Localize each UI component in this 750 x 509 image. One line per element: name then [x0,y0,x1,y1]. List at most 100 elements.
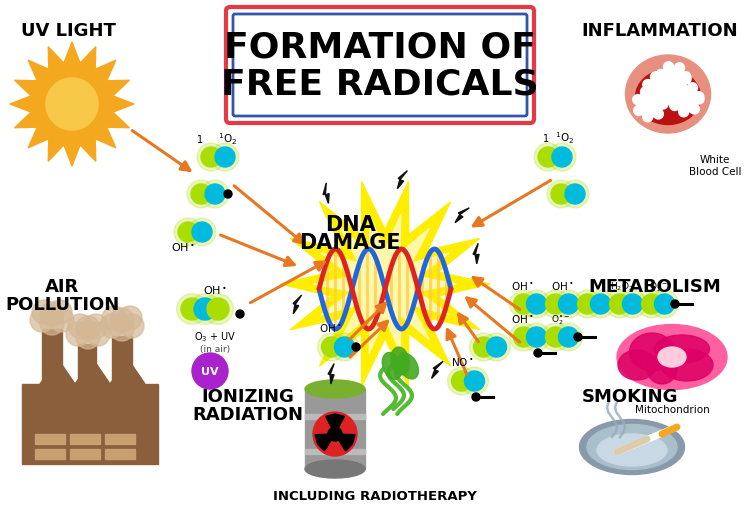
Polygon shape [107,81,129,96]
Text: UV: UV [201,366,219,376]
Circle shape [76,317,100,341]
Circle shape [197,144,225,172]
Circle shape [334,337,355,357]
Polygon shape [40,359,75,384]
Polygon shape [15,81,37,96]
Circle shape [619,291,646,318]
Circle shape [191,185,211,205]
Circle shape [176,294,208,325]
Circle shape [548,144,576,172]
Circle shape [637,92,663,118]
Ellipse shape [635,70,700,125]
Text: POLLUTION: POLLUTION [5,295,119,314]
Circle shape [526,294,547,315]
Circle shape [194,298,216,320]
Text: OH$^\bullet$: OH$^\bullet$ [203,284,227,296]
Text: O$_3$ + UV: O$_3$ + UV [194,329,236,343]
Ellipse shape [305,460,365,478]
Circle shape [40,302,64,326]
Circle shape [643,112,652,123]
Circle shape [470,333,497,361]
Circle shape [605,291,634,318]
Circle shape [653,110,663,120]
Circle shape [545,327,566,347]
Circle shape [487,337,506,357]
Circle shape [86,322,110,346]
Circle shape [534,144,562,172]
Polygon shape [95,61,116,81]
Circle shape [538,148,558,167]
Bar [22,384,158,464]
Circle shape [694,95,704,105]
Circle shape [460,367,488,395]
Circle shape [552,148,572,167]
Polygon shape [48,140,64,162]
Circle shape [32,300,56,324]
Text: DNA: DNA [325,215,376,235]
Circle shape [215,148,235,167]
Circle shape [118,306,142,330]
Bar [305,389,365,469]
Circle shape [638,291,665,318]
Circle shape [523,291,550,318]
Polygon shape [398,172,407,189]
Ellipse shape [617,325,727,390]
Circle shape [205,185,225,205]
Circle shape [102,306,126,330]
Text: Mitochondrion: Mitochondrion [634,404,710,414]
Circle shape [66,322,90,346]
Text: RADIATION: RADIATION [193,405,304,423]
Circle shape [640,88,650,98]
Ellipse shape [398,353,418,379]
Circle shape [181,298,203,320]
Circle shape [464,371,484,391]
Circle shape [187,181,215,209]
Circle shape [650,291,679,318]
Circle shape [673,87,699,113]
Polygon shape [15,113,37,128]
Circle shape [192,353,228,389]
Polygon shape [113,97,134,113]
Polygon shape [75,359,110,384]
Text: DAMAGE: DAMAGE [299,233,400,252]
Bar [70,449,100,459]
Text: SMOKING: SMOKING [582,387,678,405]
Text: METABOLISM: METABOLISM [589,277,722,295]
Ellipse shape [626,56,710,134]
Polygon shape [326,414,344,434]
Circle shape [174,218,202,246]
Circle shape [448,367,476,395]
Circle shape [622,294,643,315]
Ellipse shape [597,434,667,466]
Circle shape [201,181,229,209]
Ellipse shape [305,380,365,398]
Ellipse shape [658,347,686,367]
Circle shape [676,82,686,93]
Circle shape [652,89,662,99]
Circle shape [679,107,688,118]
Circle shape [328,427,342,441]
Circle shape [662,74,671,83]
Circle shape [452,371,472,391]
Circle shape [509,291,538,318]
Circle shape [565,185,585,205]
Circle shape [676,85,686,95]
Bar [112,336,132,419]
Circle shape [656,70,666,80]
Text: 1: 1 [197,135,203,145]
Text: OH$^\bullet$: OH$^\bullet$ [550,279,574,292]
Text: INFLAMMATION: INFLAMMATION [582,22,738,40]
Bar [35,434,65,444]
Text: AIR: AIR [45,277,80,295]
Polygon shape [315,434,335,451]
Circle shape [545,294,566,315]
Circle shape [120,315,144,338]
Circle shape [514,294,533,315]
Polygon shape [107,113,129,128]
Bar [305,449,365,454]
Circle shape [50,308,74,332]
Ellipse shape [647,354,677,384]
Circle shape [201,148,221,167]
Circle shape [224,191,232,199]
Circle shape [331,333,358,361]
